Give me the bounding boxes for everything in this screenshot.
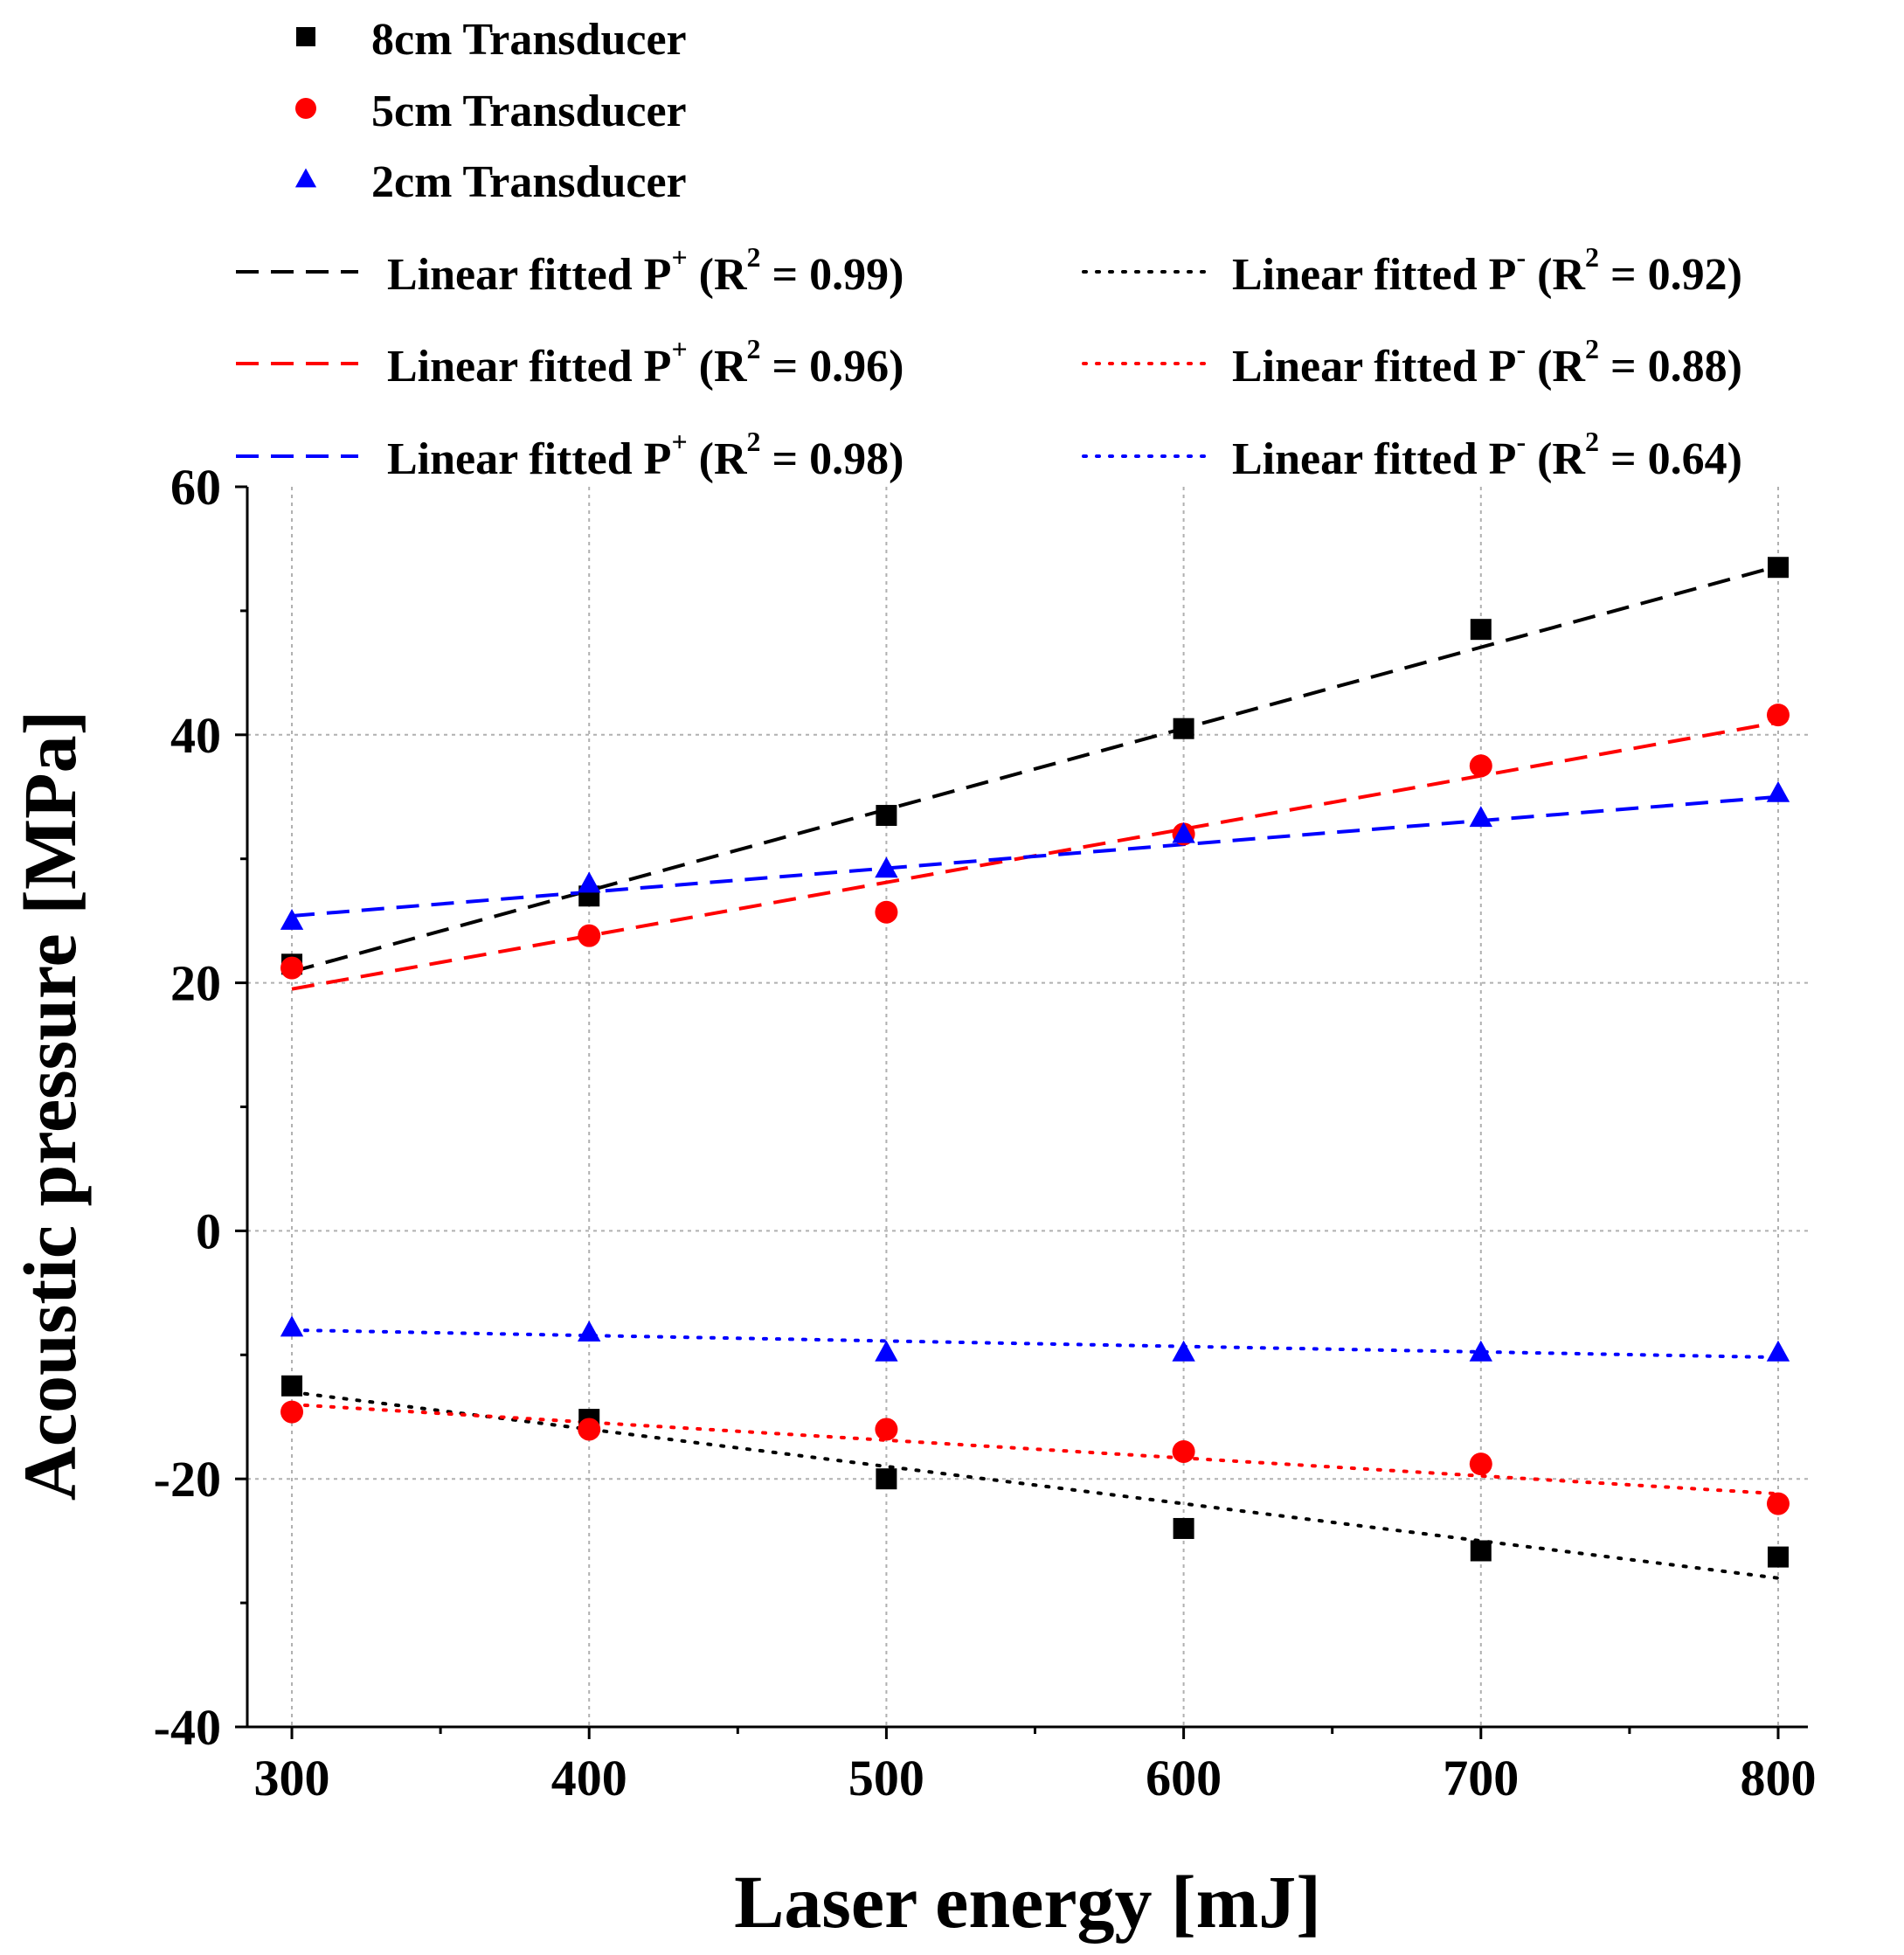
x-tick-label: 400 (551, 1750, 627, 1806)
fit-line-positive (291, 564, 1779, 974)
data-point-negative (1766, 1492, 1790, 1515)
data-point-negative (1767, 1546, 1789, 1568)
fit-lines (290, 564, 1780, 1580)
data-point-negative (875, 1340, 898, 1362)
y-axis-title: Acoustic pressure [MPa] (8, 711, 92, 1501)
data-point-negative (1173, 1517, 1194, 1539)
data-point-positive (1766, 780, 1790, 802)
data-point-positive (1172, 822, 1195, 843)
data-point-negative (280, 1400, 304, 1424)
fit-line-negative (290, 1328, 1780, 1360)
legend-marker (294, 168, 317, 188)
axes (235, 485, 1808, 1739)
data-point-negative (578, 1321, 601, 1342)
data-point-positive (280, 908, 304, 930)
fit-line-negative (290, 1390, 1780, 1580)
data-point-positive (875, 856, 898, 878)
data-point-positive (876, 805, 897, 827)
data-point-positive (578, 871, 601, 893)
legend-label: 8cm Transducer (371, 15, 687, 65)
legend-label: 5cm Transducer (371, 87, 687, 136)
legend-fit-label-positive: Linear fitted P+ (R2 = 0.96) (387, 333, 904, 392)
data-point-positive (875, 900, 898, 924)
legend-marker (296, 27, 315, 46)
y-tick-label: 60 (170, 459, 221, 516)
x-axis-title: Laser energy [mJ] (734, 1860, 1321, 1944)
data-points (280, 557, 1790, 1568)
data-point-positive (1470, 619, 1492, 641)
data-point-negative (281, 1375, 303, 1397)
y-tick-label: -20 (154, 1451, 221, 1508)
y-tick-label: 0 (196, 1203, 221, 1259)
data-point-positive (1767, 557, 1789, 579)
data-point-negative (876, 1468, 897, 1490)
legend-fit-label-negative: Linear fitted P- (R2 = 0.64) (1232, 426, 1742, 484)
data-point-positive (1469, 754, 1492, 778)
data-point-negative (1469, 1452, 1492, 1476)
y-tick-label: -40 (154, 1699, 221, 1756)
tick-labels: -40 -20 0 20 40 60 300 400 500 600 700 800 (154, 459, 1817, 1806)
data-point-negative (578, 1418, 601, 1441)
legend-fit-label-negative: Linear fitted P- (R2 = 0.92) (1232, 241, 1742, 300)
y-tick-label: 20 (170, 955, 221, 1012)
data-point-negative (1766, 1340, 1790, 1362)
data-point-negative (1172, 1340, 1195, 1362)
x-tick-label: 600 (1146, 1750, 1222, 1806)
data-point-positive (1766, 704, 1790, 727)
data-point-negative (1470, 1540, 1492, 1562)
x-tick-label: 800 (1740, 1750, 1816, 1806)
data-point-positive (578, 924, 601, 947)
data-point-positive (280, 956, 304, 980)
legend-label: 2cm Transducer (371, 157, 687, 207)
fit-line-negative (290, 1403, 1780, 1496)
data-point-positive (1469, 806, 1492, 828)
data-point-negative (1469, 1340, 1492, 1362)
fit-line-positive (291, 794, 1779, 918)
data-point-negative (280, 1315, 304, 1337)
x-tick-label: 300 (254, 1750, 330, 1806)
legend-marker (295, 98, 316, 119)
legend-fit-label-positive: Linear fitted P+ (R2 = 0.98) (387, 426, 904, 484)
x-tick-label: 500 (848, 1750, 924, 1806)
data-point-negative (875, 1418, 898, 1441)
legend-fit-label-positive: Linear fitted P+ (R2 = 0.99) (387, 241, 904, 300)
legend-fit-label-negative: Linear fitted P- (R2 = 0.88) (1232, 333, 1742, 392)
data-point-negative (1172, 1439, 1195, 1463)
x-tick-label: 700 (1443, 1750, 1519, 1806)
legend: 8cm Transducer 5cm Transducer 2cm Transduc… (236, 15, 1742, 484)
data-point-positive (1173, 718, 1194, 739)
y-tick-label: 40 (170, 707, 221, 764)
